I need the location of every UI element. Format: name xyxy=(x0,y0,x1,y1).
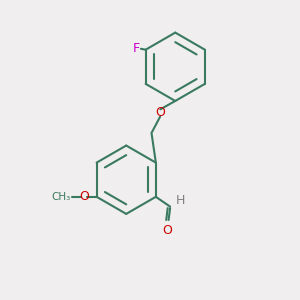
Text: O: O xyxy=(79,190,89,203)
Text: H: H xyxy=(176,194,185,207)
Text: CH₃: CH₃ xyxy=(52,192,71,202)
Text: O: O xyxy=(155,106,165,119)
Text: O: O xyxy=(163,224,172,237)
Text: F: F xyxy=(133,42,140,55)
